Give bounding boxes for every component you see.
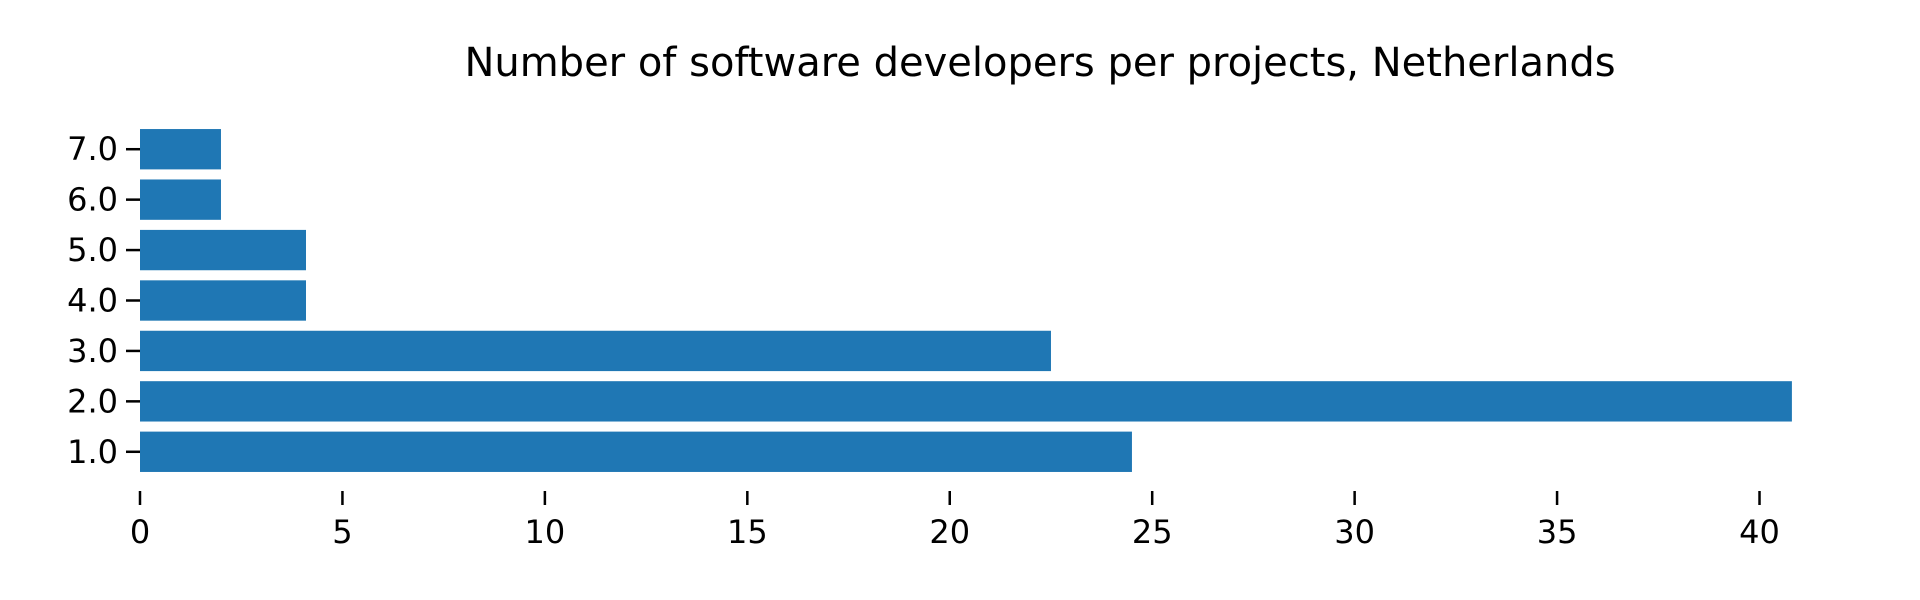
y-tick-label-5.0: 5.0 — [67, 231, 118, 269]
x-axis: 0 5 10 15 20 25 30 35 40 — [130, 491, 1780, 551]
x-tick-label-5: 5 — [332, 513, 352, 551]
y-tick-label-4.0: 4.0 — [67, 282, 118, 320]
bar-2.0 — [140, 381, 1792, 422]
bar-4.0 — [140, 280, 306, 321]
bar-6.0 — [140, 179, 221, 220]
bar-3.0 — [140, 330, 1051, 372]
y-tick-label-1.0: 1.0 — [67, 433, 118, 471]
x-tick-label-20: 20 — [929, 513, 970, 551]
bars-group — [140, 129, 1792, 472]
chart-title: Number of software developers per projec… — [464, 40, 1616, 86]
x-tick-label-30: 30 — [1334, 513, 1375, 551]
x-tick-label-40: 40 — [1739, 513, 1780, 551]
y-tick-label-6.0: 6.0 — [67, 181, 118, 219]
y-tick-label-7.0: 7.0 — [67, 130, 118, 168]
x-tick-label-35: 35 — [1537, 513, 1578, 551]
bar-7.0 — [140, 129, 221, 170]
x-tick-label-10: 10 — [525, 513, 566, 551]
y-tick-label-3.0: 3.0 — [67, 332, 118, 370]
y-axis: 1.0 2.0 3.0 4.0 5.0 6.0 7.0 — [67, 130, 140, 471]
x-tick-label-15: 15 — [727, 513, 768, 551]
bar-5.0 — [140, 229, 306, 271]
y-tick-label-2.0: 2.0 — [67, 382, 118, 420]
x-tick-label-0: 0 — [130, 513, 150, 551]
bar-1.0 — [140, 431, 1132, 472]
x-tick-label-25: 25 — [1132, 513, 1173, 551]
